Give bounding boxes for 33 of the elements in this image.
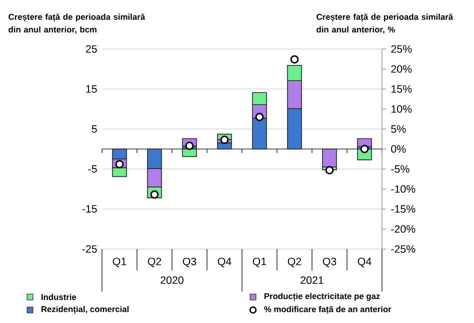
legend-label: Rezidențial, comercial xyxy=(42,306,129,314)
y2-axis-title: Creștere față de perioada similară din anul anterior, % xyxy=(316,14,454,34)
y-tick-label: -25 xyxy=(82,245,97,253)
x-tick-label: Q4 xyxy=(218,258,232,268)
y2-tick-label: -5% xyxy=(391,165,410,173)
legend-label: % modificare față de an anterior xyxy=(264,306,392,314)
y2-tick-label: 20% xyxy=(391,65,412,73)
x-tick-label: Q1 xyxy=(252,258,266,268)
x-tick-label: Q3 xyxy=(322,258,336,268)
y2-tick-label: 10% xyxy=(392,105,412,113)
legend-label: Industrie xyxy=(42,294,76,300)
legend-label: Producție electricitate pe gaz xyxy=(264,292,380,301)
y-tick-label: -15 xyxy=(82,205,97,213)
y-axis-title: Creștere față de perioada similară din anul anterior, bcm xyxy=(8,14,146,34)
y2-tick-label: -25% xyxy=(391,245,416,253)
y-tick-label: 15 xyxy=(86,85,97,93)
y2-tick-label: -15% xyxy=(391,205,416,213)
y-tick-label: 25 xyxy=(86,45,97,53)
x-tick-label: Q3 xyxy=(182,258,196,268)
y2-tick-label: 0% xyxy=(391,145,406,153)
text: 2021 xyxy=(300,276,324,284)
y2-tick-label: -10% xyxy=(391,185,416,193)
x-tick-label: Q2 xyxy=(148,258,162,268)
x-tick-label: Q2 xyxy=(288,258,302,268)
y2-tick-label: 15% xyxy=(392,85,412,93)
y2-tick-label: 5% xyxy=(391,125,406,133)
y2-tick-label: -20% xyxy=(391,225,416,233)
y-tick-label: -5 xyxy=(88,165,97,173)
x-tick-label: Q1 xyxy=(112,258,126,268)
text: 2020 xyxy=(160,276,184,284)
y2-tick-label: 25% xyxy=(391,45,412,53)
x-tick-label: Q4 xyxy=(358,258,372,268)
y-tick-label: 5 xyxy=(92,125,97,133)
